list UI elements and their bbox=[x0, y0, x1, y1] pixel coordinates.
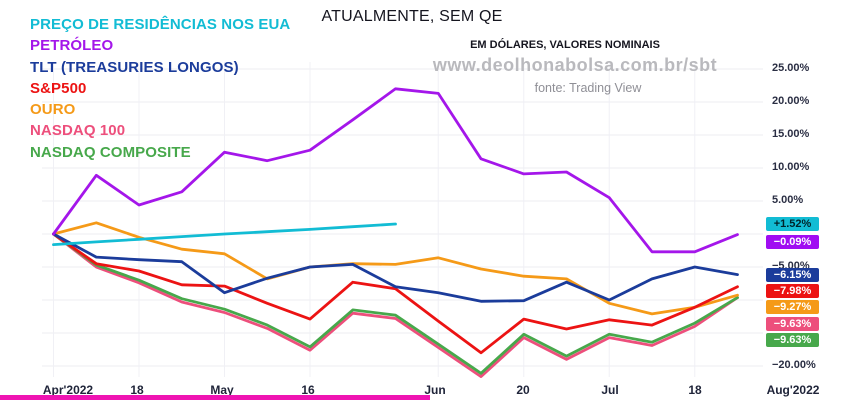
legend-item: PETRÓLEO bbox=[30, 37, 114, 55]
series-line bbox=[52, 232, 739, 303]
x-axis-label: May bbox=[210, 383, 234, 397]
y-axis-label: 25.00% bbox=[772, 62, 810, 74]
price-badge: −6.15% bbox=[766, 268, 819, 282]
price-badge: −9.27% bbox=[766, 300, 819, 314]
price-badge: −9.63% bbox=[766, 317, 819, 331]
x-axis-label: 18 bbox=[130, 383, 144, 397]
legend-item: NASDAQ 100 bbox=[30, 122, 126, 140]
series-line bbox=[52, 87, 739, 254]
legend-item: TLT (TREASURIES LONGOS) bbox=[30, 58, 239, 76]
x-axis-label: 16 bbox=[301, 383, 315, 397]
x-axis-label: Jul bbox=[601, 383, 619, 397]
series-line bbox=[52, 221, 739, 316]
y-axis-label: 20.00% bbox=[772, 95, 810, 107]
series-line bbox=[52, 232, 739, 379]
bottom-accent-bar bbox=[0, 395, 430, 400]
y-axis-label: −20.00% bbox=[772, 359, 816, 371]
legend-item: OURO bbox=[30, 101, 76, 119]
chart-legend: PREÇO DE RESIDÊNCIAS NOS EUA PETRÓLEO TLT … bbox=[30, 14, 290, 163]
series-line bbox=[52, 232, 739, 375]
legend-item: NASDAQ COMPOSITE bbox=[30, 143, 191, 161]
price-badge: +1.52% bbox=[766, 217, 819, 231]
y-axis-label: 10.00% bbox=[772, 161, 810, 173]
legend-item: PREÇO DE RESIDÊNCIAS NOS EUA bbox=[30, 16, 291, 33]
x-axis-label: Aug'2022 bbox=[766, 383, 820, 397]
y-axis-label: 5.00% bbox=[772, 194, 804, 206]
x-axis-label: 20 bbox=[516, 383, 530, 397]
series-line bbox=[52, 222, 397, 247]
price-badge: −7.98% bbox=[766, 284, 819, 298]
chart-subtitle: EM DÓLARES, VALORES NOMINAIS bbox=[470, 39, 660, 51]
y-axis-label: 15.00% bbox=[772, 128, 810, 140]
x-axis-label: 18 bbox=[688, 383, 702, 397]
series-line bbox=[52, 232, 739, 355]
price-badge: −0.09% bbox=[766, 235, 819, 249]
source-credit: fonte: Trading View bbox=[534, 81, 642, 95]
x-axis-label: Apr'2022 bbox=[42, 383, 94, 397]
price-badge: −9.63% bbox=[766, 333, 819, 347]
chart-title: ATUALMENTE, SEM QE bbox=[321, 8, 503, 25]
watermark-url: www.deolhonabolsa.com.br/sbt bbox=[432, 55, 718, 75]
x-axis-label: Jun bbox=[424, 383, 446, 397]
legend-item: S&P500 bbox=[30, 79, 87, 97]
